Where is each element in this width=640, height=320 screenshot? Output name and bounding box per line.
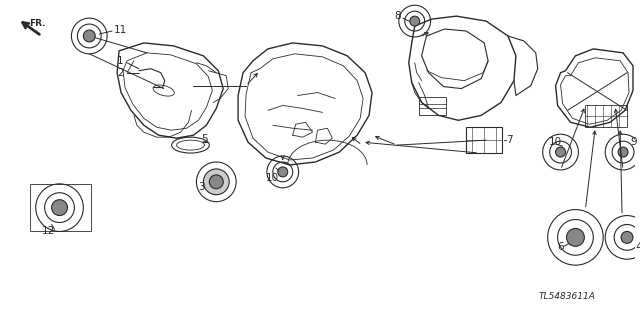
Text: 1: 1 — [117, 56, 124, 66]
Text: 10: 10 — [266, 173, 279, 183]
Text: TL5483611A: TL5483611A — [538, 292, 595, 301]
Text: 12: 12 — [42, 227, 55, 236]
Text: 6: 6 — [557, 242, 564, 252]
Circle shape — [618, 147, 628, 157]
Circle shape — [278, 167, 288, 177]
Text: 11: 11 — [114, 25, 127, 35]
Circle shape — [556, 147, 566, 157]
Text: 10: 10 — [548, 137, 562, 147]
Text: 8: 8 — [394, 11, 401, 21]
Circle shape — [209, 175, 223, 189]
Circle shape — [410, 16, 420, 26]
Text: FR.: FR. — [29, 19, 46, 28]
Text: 9: 9 — [630, 137, 637, 147]
Text: 5: 5 — [202, 134, 208, 144]
Text: 3: 3 — [198, 182, 205, 192]
Text: 7: 7 — [506, 135, 513, 145]
Circle shape — [83, 30, 95, 42]
Text: 2: 2 — [117, 68, 124, 78]
Circle shape — [204, 169, 229, 195]
Circle shape — [566, 228, 584, 246]
Text: 4: 4 — [635, 242, 640, 252]
Circle shape — [52, 200, 67, 216]
Circle shape — [621, 231, 633, 243]
